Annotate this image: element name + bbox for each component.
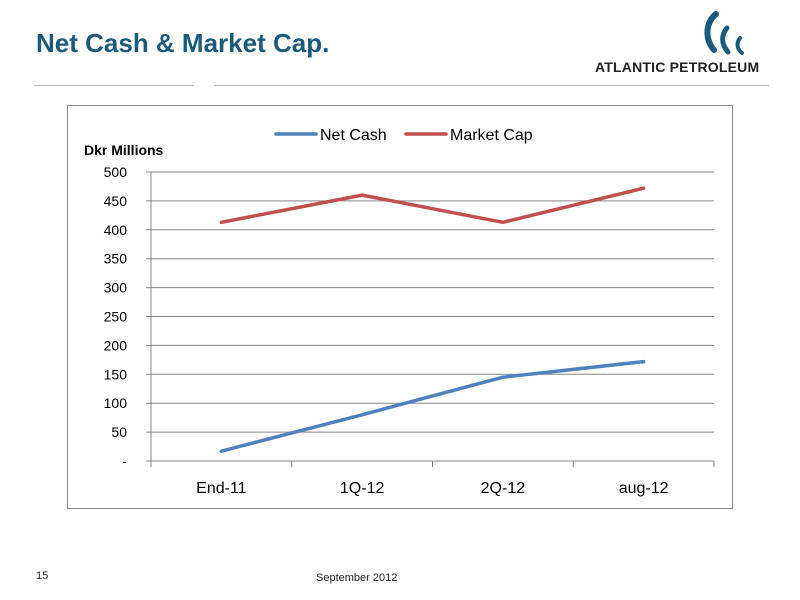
y-tick-label: 300 <box>104 280 128 296</box>
series-line-net-cash <box>219 359 646 453</box>
x-tick-label: 2Q-12 <box>481 480 526 497</box>
y-tick-label: 500 <box>104 164 128 180</box>
footer-date: September 2012 <box>316 572 398 584</box>
y-tick-label: 250 <box>104 309 128 325</box>
title-divider <box>34 85 769 86</box>
x-tick-labels: End-11 1Q-12 2Q-12 aug-12 <box>196 480 668 497</box>
axes <box>150 172 715 467</box>
y-axis-label: Dkr Millions <box>84 142 164 158</box>
divider-gap <box>194 84 214 87</box>
legend-label: Net Cash <box>320 127 387 144</box>
logo-text: ATLANTIC PETROLEUM <box>595 59 760 75</box>
legend: Net Cash Market Cap <box>274 127 533 144</box>
grid-lines <box>146 171 714 462</box>
x-tick-label: End-11 <box>196 480 247 497</box>
x-tick-label: 1Q-12 <box>340 480 385 497</box>
y-tick-label: 50 <box>111 424 127 440</box>
slide-title: Net Cash & Market Cap. <box>36 28 330 58</box>
y-tick-labels: - 50 100 150 200 250 300 350 400 450 500 <box>104 164 128 469</box>
x-tick-label: aug-12 <box>619 480 669 497</box>
line-chart: - 50 100 150 200 250 300 350 400 450 500 End-11 1Q-… <box>84 127 715 497</box>
page-number: 15 <box>36 570 49 582</box>
y-tick-label: 150 <box>104 366 128 382</box>
series-line-market-cap <box>219 186 646 225</box>
y-tick-label: 100 <box>104 395 128 411</box>
atlantic-petroleum-logo <box>704 11 744 55</box>
chart-frame: - 50 100 150 200 250 300 350 400 450 500 End-11 1Q-… <box>67 105 733 509</box>
series-lines <box>219 186 646 453</box>
y-tick-label: 350 <box>104 251 128 267</box>
y-tick-label: 400 <box>104 222 128 238</box>
y-tick-label: 450 <box>104 193 128 209</box>
legend-label: Market Cap <box>450 127 533 144</box>
y-tick-label: 200 <box>104 337 128 353</box>
y-tick-label: - <box>122 453 127 469</box>
